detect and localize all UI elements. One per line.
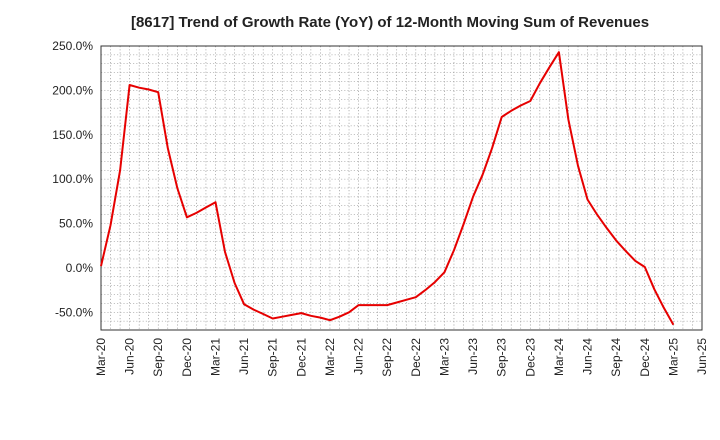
x-tick-label: Dec-22 <box>409 338 423 377</box>
x-tick-label: Dec-23 <box>523 338 537 377</box>
y-tick-label: 250.0% <box>52 39 93 53</box>
x-tick-label: Jun-22 <box>352 338 366 375</box>
x-tick-label: Mar-21 <box>208 338 222 376</box>
x-tick-label: Jun-25 <box>695 338 709 375</box>
x-tick-label: Sep-24 <box>609 338 623 377</box>
x-tick-label: Jun-23 <box>466 338 480 375</box>
x-tick-label: Mar-20 <box>94 338 108 376</box>
x-tick-label: Sep-21 <box>266 338 280 377</box>
y-tick-label: 100.0% <box>52 172 93 186</box>
x-tick-label: Dec-24 <box>638 338 652 377</box>
y-tick-label: 150.0% <box>52 128 93 142</box>
series-line <box>100 51 675 326</box>
x-tick-label: Mar-22 <box>323 338 337 376</box>
x-tick-label: Mar-24 <box>552 338 566 376</box>
x-tick-label: Sep-20 <box>151 338 165 377</box>
x-tick-label: Mar-23 <box>437 338 451 376</box>
chart-title: [8617] Trend of Growth Rate (YoY) of 12-… <box>130 14 650 31</box>
x-tick-label: Jun-21 <box>237 338 251 375</box>
y-tick-label: 200.0% <box>52 83 93 97</box>
y-tick-label: 0.0% <box>66 261 94 275</box>
x-tick-label: Sep-23 <box>495 338 509 377</box>
plot-frame <box>100 45 703 331</box>
y-tick-label: 50.0% <box>59 217 93 231</box>
grid-lines <box>100 45 703 331</box>
x-tick-label: Sep-22 <box>380 338 394 377</box>
x-tick-label: Mar-25 <box>666 338 680 376</box>
series-layer <box>100 51 675 326</box>
axes: 250.0% 200.0% 150.0% 100.0% 50.0% 0.0% -50.0% M… <box>52 39 709 377</box>
x-tick-label: Dec-20 <box>180 338 194 377</box>
x-tick-label: Jun-24 <box>581 338 595 375</box>
x-tick-label: Jun-20 <box>123 338 137 375</box>
x-tick-label: Dec-21 <box>294 338 308 377</box>
y-tick-label: -50.0% <box>55 305 93 319</box>
